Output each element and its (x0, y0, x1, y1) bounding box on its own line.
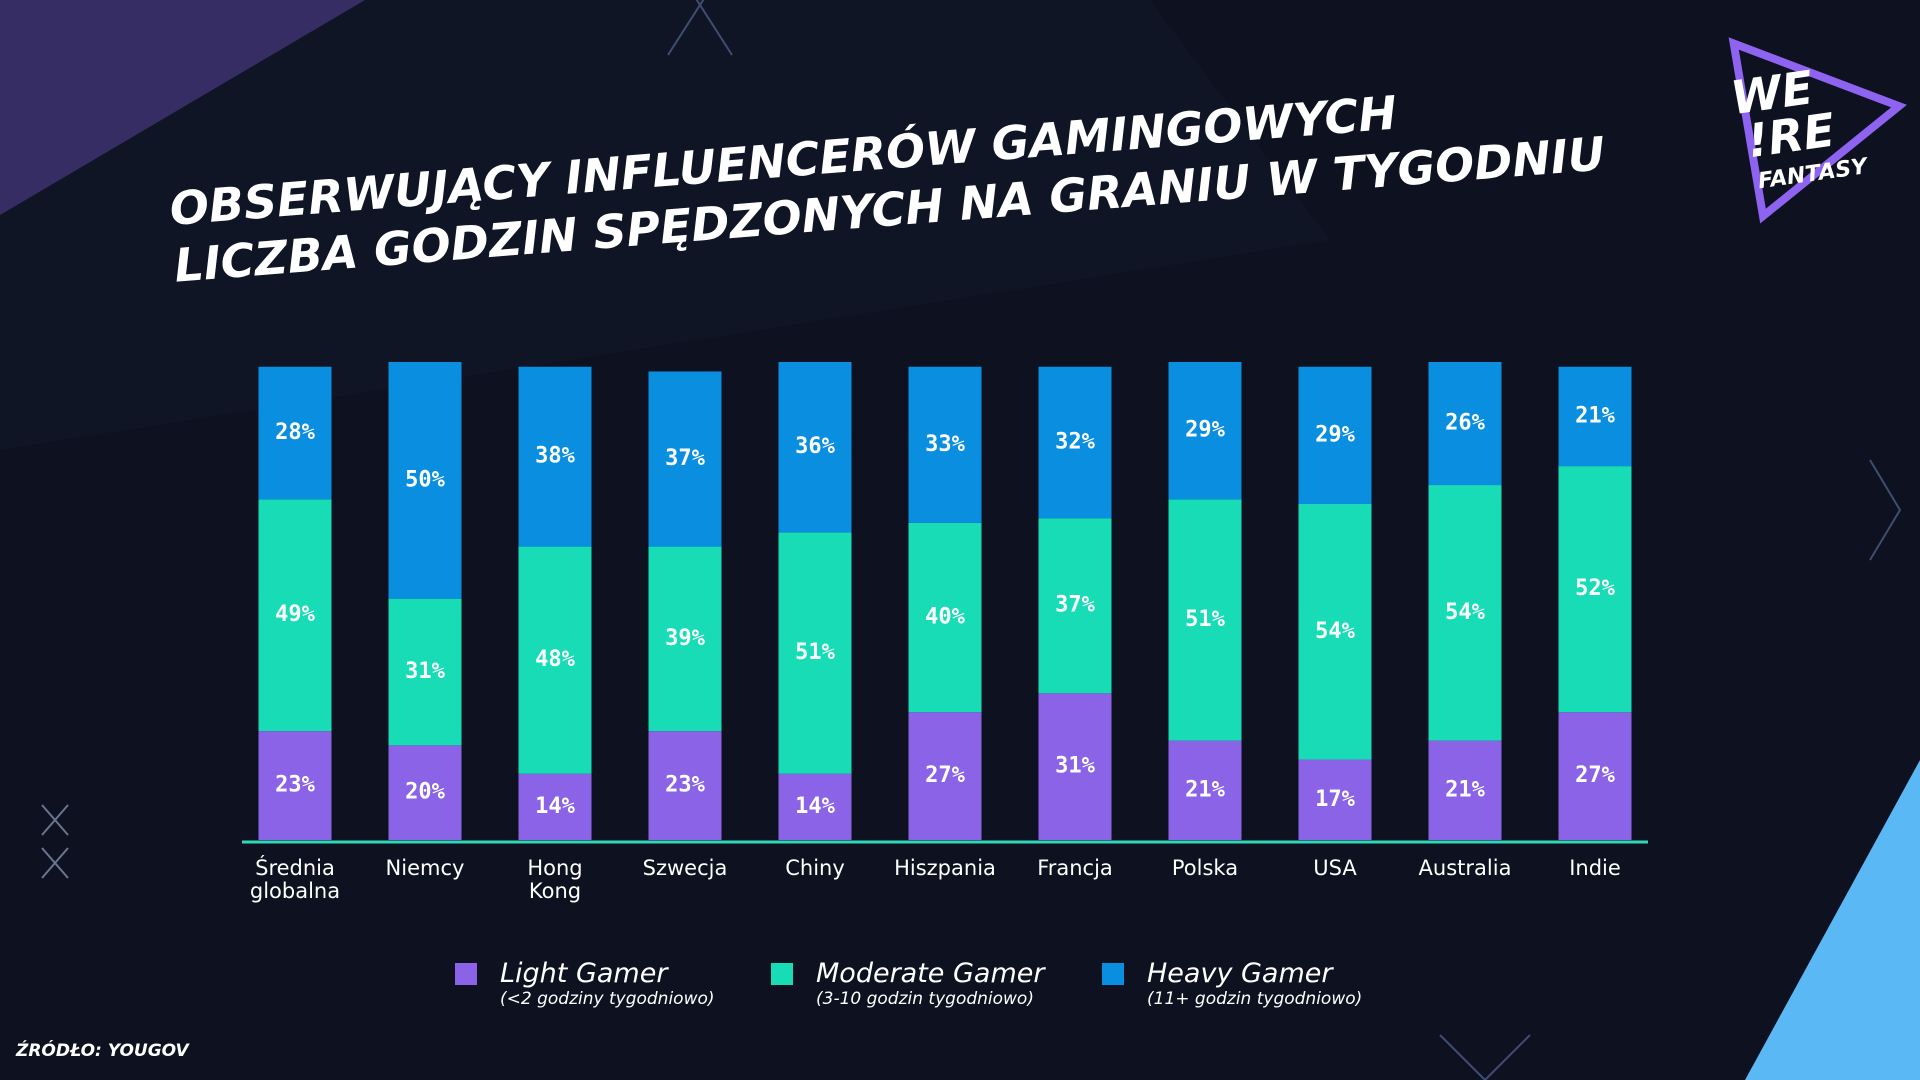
bar-segment (1168, 499, 1242, 741)
x-tick-label: USA (1313, 856, 1357, 880)
bar-segment (648, 546, 722, 732)
bar-segment (778, 362, 852, 533)
legend-description: (<2 godziny tygodniowo) (500, 989, 715, 1009)
value-label: 23% (275, 773, 315, 798)
bar-segment (1428, 362, 1502, 486)
x-tick-label: Indie (1569, 856, 1621, 880)
bar-segment (1168, 362, 1242, 500)
bar-segment (778, 773, 852, 840)
value-label: 32% (1055, 429, 1095, 454)
bar-segment (908, 366, 982, 523)
bar-segment (648, 371, 722, 547)
value-label: 14% (535, 794, 575, 819)
x-tick-label: Niemcy (385, 856, 465, 880)
bar-segment (1038, 518, 1112, 694)
bar-segment (1038, 366, 1112, 519)
x-tick-label: Hong Kong (527, 856, 583, 903)
legend-swatch (1102, 963, 1124, 985)
value-label: 51% (795, 640, 835, 665)
bar-segment (258, 499, 332, 732)
bar-segment (518, 546, 592, 774)
bar-segment (1428, 740, 1502, 840)
legend-description: (11+ godzin tygodniowo) (1147, 989, 1362, 1009)
value-label: 51% (1185, 607, 1225, 632)
bar-segment (1298, 366, 1372, 504)
bar-segment (388, 598, 462, 746)
value-label: 40% (925, 605, 965, 630)
logo-text: !RE (1744, 103, 1838, 169)
bar-segment (648, 731, 722, 840)
value-label: 28% (275, 420, 315, 445)
value-label: 20% (405, 780, 445, 805)
value-label: 50% (405, 467, 445, 492)
source: ŹRÓDŁO: YOUGOV (15, 1039, 191, 1061)
bar-segment (388, 745, 462, 840)
logo: WE !RE FANTASY (1728, 37, 1907, 224)
value-label: 33% (925, 432, 965, 457)
legend-label: Heavy Gamer (1147, 958, 1334, 989)
value-label: 39% (665, 626, 705, 651)
x-tick-label: Australia (1418, 856, 1512, 880)
bar-segment (388, 362, 462, 599)
value-label: 14% (795, 794, 835, 819)
value-label: 52% (1575, 576, 1615, 601)
bar-segment (1298, 759, 1372, 840)
value-label: 29% (1185, 418, 1225, 443)
bar-segment (258, 731, 332, 840)
decor-triangle (1745, 760, 1920, 1080)
bar-segment (1428, 485, 1502, 741)
x-tick-label: Chiny (785, 856, 845, 880)
value-label: 23% (665, 773, 705, 798)
bar-segment (1298, 503, 1372, 760)
logo-text: WE (1728, 60, 1817, 125)
value-label: 31% (405, 659, 445, 684)
bar-segment (1558, 466, 1632, 713)
value-label: 38% (535, 444, 575, 469)
bar-segment (1558, 712, 1632, 840)
bar-segment (908, 712, 982, 840)
value-label: 54% (1445, 600, 1485, 625)
bar-segment (778, 532, 852, 774)
bar-segment (1168, 740, 1242, 840)
bar-segment (518, 366, 592, 547)
value-label: 49% (275, 602, 315, 627)
value-label: 21% (1445, 777, 1485, 802)
x-tick-label: Szwecja (642, 856, 728, 880)
value-label: 37% (1055, 593, 1095, 618)
bar-segment (258, 366, 332, 500)
value-label: 37% (665, 446, 705, 471)
legend-label: Light Gamer (500, 958, 669, 989)
value-label: 21% (1575, 403, 1615, 428)
value-label: 27% (925, 763, 965, 788)
value-label: 31% (1055, 754, 1095, 779)
value-label: 17% (1315, 787, 1355, 812)
value-label: 27% (1575, 763, 1615, 788)
legend-swatch (455, 963, 477, 985)
legend-swatch (771, 963, 793, 985)
value-label: 54% (1315, 619, 1355, 644)
x-tick-label: Średnia globalna (249, 856, 341, 903)
bar-segment (1038, 693, 1112, 840)
value-label: 48% (535, 647, 575, 672)
x-tick-label: Francja (1037, 856, 1113, 880)
value-label: 21% (1185, 777, 1225, 802)
legend-description: (3-10 godzin tygodniowo) (816, 989, 1034, 1009)
bar-segment (908, 522, 982, 713)
value-label: 36% (795, 434, 835, 459)
decor-x (41, 0, 1902, 1080)
bar-segment (1558, 366, 1632, 467)
x-tick-label: Hiszpania (894, 856, 996, 880)
x-tick-label: Polska (1171, 856, 1239, 880)
value-label: 29% (1315, 422, 1355, 447)
bar-segment (518, 773, 592, 840)
value-label: 26% (1445, 411, 1485, 436)
decor-shape (0, 0, 1330, 450)
legend-label: Moderate Gamer (816, 958, 1046, 989)
